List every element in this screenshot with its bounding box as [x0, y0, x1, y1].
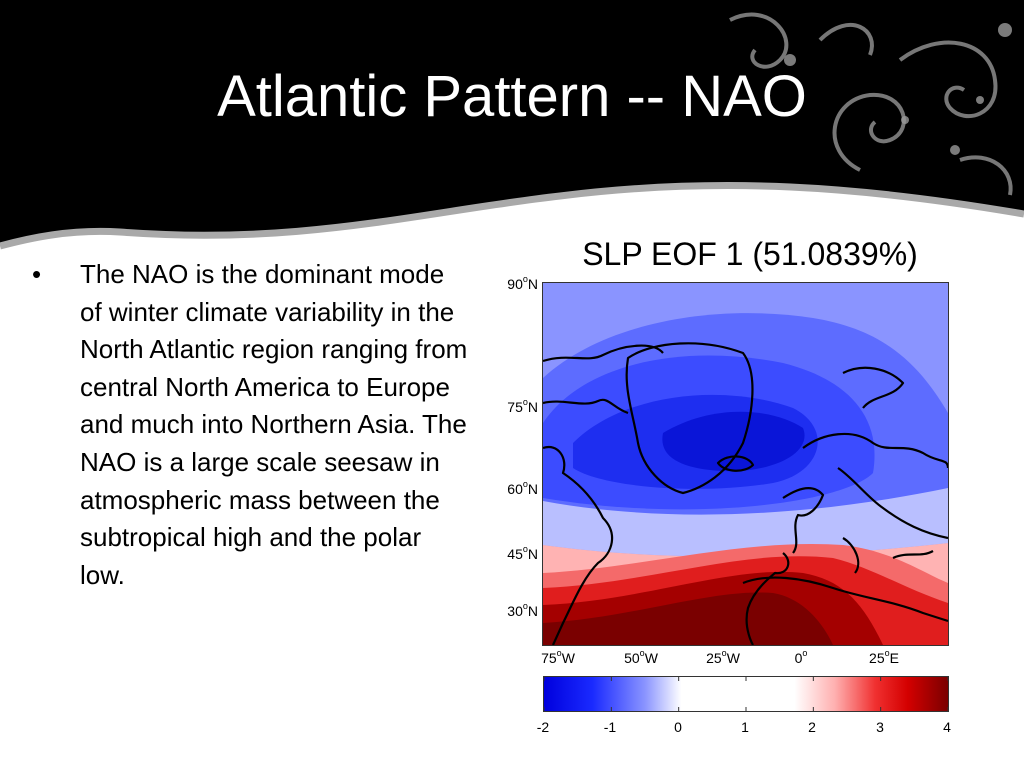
slp-eof-map — [542, 282, 949, 646]
colorbar-tick-label: 4 — [943, 719, 951, 735]
colorbar-tick-label: -1 — [603, 719, 617, 735]
header-banner — [0, 0, 1024, 250]
lon-label-25w: 25oW — [706, 648, 740, 666]
bullet-marker: • — [32, 259, 42, 289]
lat-label-45n: 45oN — [507, 544, 538, 562]
lon-label-25e: 25oE — [869, 648, 899, 666]
lon-label-50w: 50oW — [624, 648, 658, 666]
slide-title: Atlantic Pattern -- NAO — [217, 64, 807, 129]
swirl-ornament-icon — [729, 12, 1013, 196]
lon-label-75w: 75oW — [541, 648, 575, 666]
bullet-text: The NAO is the dominant mode of winter c… — [80, 259, 468, 590]
colorbar — [543, 676, 949, 712]
lat-label-30n: 30oN — [507, 601, 538, 619]
bullet-item: • The NAO is the dominant mode of winter… — [30, 256, 470, 594]
colorbar-tick-label: 3 — [876, 719, 884, 735]
colorbar-tick-label: -2 — [536, 719, 550, 735]
colorbar-tick-label: 1 — [741, 719, 749, 735]
lat-label-90n: 90oN — [507, 274, 538, 292]
colorbar-tick-label: 0 — [674, 719, 682, 735]
lat-label-60n: 60oN — [507, 479, 538, 497]
lon-label-0: 0o — [794, 648, 808, 666]
bullet-list: • The NAO is the dominant mode of winter… — [30, 256, 470, 594]
colorbar-tick-label: 2 — [808, 719, 816, 735]
lat-label-75n: 75oN — [507, 397, 538, 415]
map-title: SLP EOF 1 (51.0839%) — [582, 236, 918, 272]
